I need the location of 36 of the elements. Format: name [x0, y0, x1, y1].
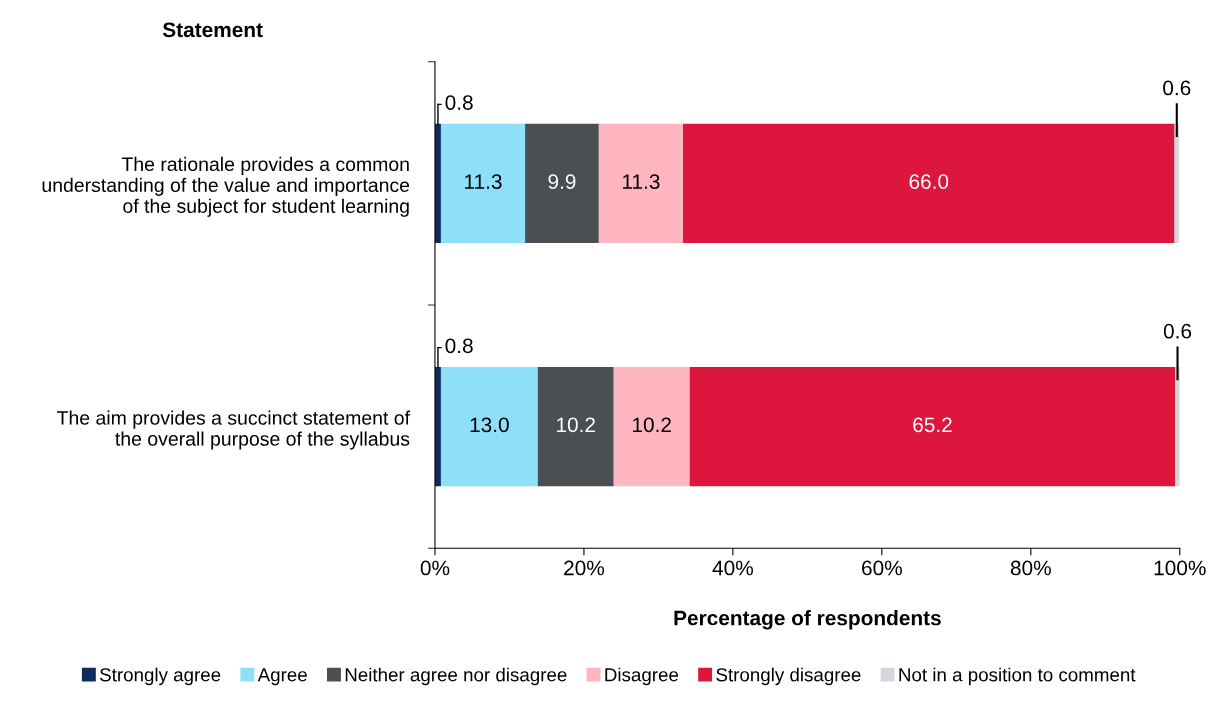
x-tick-label: 60%: [862, 560, 902, 576]
bar: [525, 123, 599, 243]
legend-label: Neither agree nor disagree: [345, 667, 567, 686]
data-label: 0.6: [1163, 80, 1191, 96]
x-tick-label: 0%: [420, 560, 450, 576]
y-tick-label: The aim provides a succinct statement of the overall purpose of the syllabus: [57, 410, 411, 450]
bar: [598, 123, 683, 243]
data-label: 10.2: [557, 417, 595, 433]
y-tick-label: The rationale provides a common understanding of the value and importance of the subject for student learning: [42, 156, 410, 217]
data-label: 11.3: [465, 174, 502, 189]
legend-label: Disagree: [605, 667, 679, 686]
x-axis-title: Percentage of respondents: [674, 610, 941, 630]
data-label: 11.3: [622, 174, 660, 189]
legend-label: Not in a position to comment: [899, 667, 1136, 686]
bar: [613, 367, 690, 487]
bar: [537, 367, 614, 487]
data-label: 10.2: [633, 417, 671, 433]
data-label: 65.2: [913, 417, 952, 433]
legend-label: Strongly agree: [100, 667, 221, 686]
data-label: 0.8: [445, 95, 473, 110]
bar: [440, 123, 526, 243]
data-label: 9.9: [548, 174, 576, 189]
data-label: 13.0: [470, 417, 509, 433]
x-tick-label: 40%: [712, 560, 753, 576]
legend-label: Strongly disagree: [716, 667, 861, 686]
x-tick-label: 80%: [1010, 560, 1051, 576]
x-tick-label: 20%: [564, 560, 605, 576]
bar: [682, 123, 1175, 243]
bar: [440, 367, 538, 487]
y-axis-title: Statement: [162, 22, 263, 38]
legend-label: Agree: [257, 668, 307, 686]
bar: [689, 367, 1176, 487]
data-label: 66.0: [909, 174, 949, 189]
data-label: 0.8: [445, 338, 473, 354]
x-tick-label: 100%: [1154, 560, 1206, 576]
data-label: 0.6: [1163, 323, 1192, 339]
